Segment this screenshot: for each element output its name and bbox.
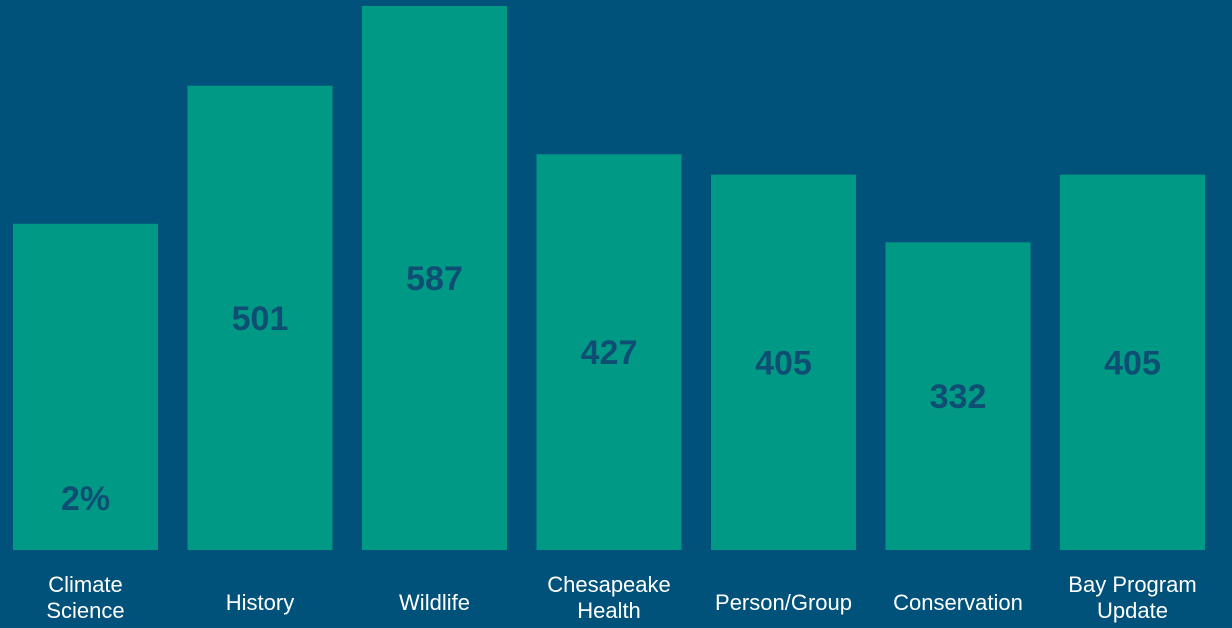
bar-3 xyxy=(362,6,507,550)
bar-value-label: 405 xyxy=(1104,344,1161,382)
bar-2 xyxy=(187,85,333,551)
category-label: Person/Group xyxy=(715,590,852,615)
bar-5 xyxy=(711,174,856,551)
bar-6 xyxy=(885,242,1031,551)
category-label: Bay Program Update xyxy=(1068,572,1196,623)
category-labels-group: Climate Science History Wildlife Chesapeake H… xyxy=(46,572,1196,623)
bar-value-label: 427 xyxy=(581,334,638,372)
bar-value-label: 405 xyxy=(755,344,812,382)
category-label: Conservation xyxy=(893,590,1023,615)
category-label: Climate Science xyxy=(46,572,124,623)
category-label: Wildlife xyxy=(399,590,470,615)
category-label: Chesapeake Health xyxy=(547,572,671,623)
bar-value-label: 587 xyxy=(406,260,463,298)
bar-value-label: 2% xyxy=(61,480,110,518)
bar-7 xyxy=(1060,174,1205,551)
bar-value-label: 332 xyxy=(930,378,987,416)
bar-1 xyxy=(13,223,158,551)
bar-value-label: 501 xyxy=(232,300,289,338)
bar-4 xyxy=(536,154,682,550)
category-label: History xyxy=(226,590,294,615)
bars-group xyxy=(13,6,1205,551)
value-labels-group: 2% 501 587 427 405 332 405 xyxy=(61,260,1161,518)
